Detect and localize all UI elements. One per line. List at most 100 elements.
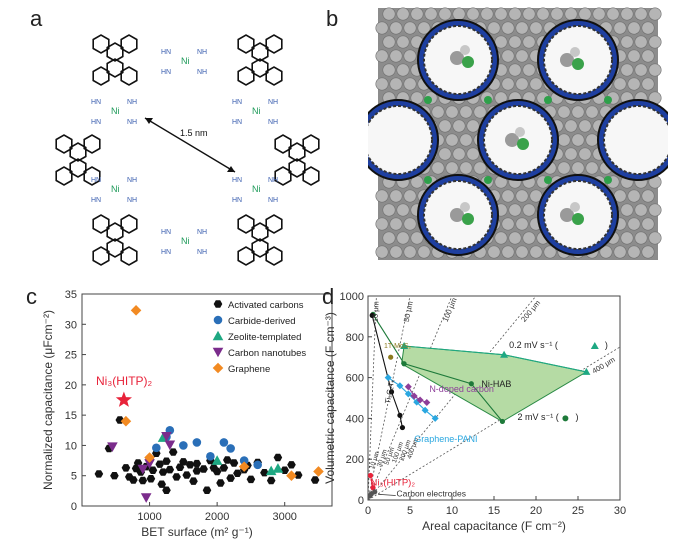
atom bbox=[543, 245, 557, 259]
data-point-hexagon bbox=[138, 476, 148, 485]
x-axis-label: Areal capacitance (F cm⁻²) bbox=[422, 519, 566, 533]
guest-molecule bbox=[560, 208, 574, 222]
atom bbox=[627, 49, 641, 63]
atom bbox=[459, 105, 473, 119]
atom bbox=[620, 203, 634, 217]
atom bbox=[627, 21, 641, 35]
data-point-hexagon bbox=[165, 465, 175, 474]
benzene-ring bbox=[69, 158, 87, 178]
data-point-hexagon bbox=[182, 471, 191, 479]
data-point-hexagon bbox=[293, 471, 303, 479]
atom bbox=[529, 21, 543, 35]
atom bbox=[459, 161, 473, 175]
data-point-hexagon bbox=[168, 448, 178, 456]
data-point-hexagon bbox=[121, 464, 131, 472]
panel-letter-c: c bbox=[26, 284, 37, 309]
data-point-diamond bbox=[423, 398, 431, 406]
ni-atom bbox=[604, 176, 612, 184]
atom bbox=[403, 21, 417, 35]
nh-label: HN bbox=[232, 177, 242, 184]
atom bbox=[452, 147, 466, 161]
atom bbox=[648, 7, 662, 21]
data-point-triangle-down bbox=[161, 432, 172, 442]
data-point-circle bbox=[219, 438, 229, 447]
atom bbox=[557, 105, 571, 119]
legend-label: Carbon nanotubes bbox=[228, 348, 306, 359]
tmos2-label: 1T-MoS₂ bbox=[384, 343, 412, 350]
data-point-triangle bbox=[272, 463, 284, 473]
benzene-ring bbox=[55, 166, 73, 186]
atom bbox=[501, 245, 515, 259]
atom bbox=[648, 63, 662, 77]
atom bbox=[389, 245, 403, 259]
ni-label: Ni bbox=[252, 106, 261, 116]
data-point-hexagon bbox=[226, 474, 235, 482]
atom bbox=[620, 35, 634, 49]
atom bbox=[641, 217, 655, 231]
guest-molecule bbox=[570, 47, 580, 57]
atom bbox=[522, 203, 536, 217]
ni-hitp-label: Ni₃(HITP)₂ bbox=[371, 478, 416, 489]
panel-letter-d: d bbox=[322, 284, 335, 309]
data-point-circle bbox=[397, 412, 403, 418]
nh-label: HN bbox=[232, 197, 242, 204]
nh-label: NH bbox=[127, 197, 137, 204]
atom bbox=[571, 161, 585, 175]
rate-low-marker bbox=[562, 415, 569, 422]
thickness-label: 10 μm bbox=[371, 301, 381, 322]
atom bbox=[473, 161, 487, 175]
nh-label: NH bbox=[197, 229, 207, 236]
guest-molecule bbox=[517, 138, 529, 150]
benzene-ring bbox=[120, 246, 138, 266]
atom bbox=[403, 189, 417, 203]
capacitance-vs-bet-scatter: 0 5 10 15 20 25 30 35 1000 2000 3000 BET surface (m… bbox=[41, 289, 333, 539]
data-point-hexagon bbox=[287, 461, 296, 469]
ni-hitp-structure-diagram: Ni HN NH HN NH Ni HN NH HN NH Ni HN NH HN NH Ni HN NH HN NH… bbox=[55, 34, 320, 266]
mxene-label: Ti₃C₂Tₓ bbox=[383, 378, 396, 404]
atom bbox=[389, 77, 403, 91]
triphenylene-unit bbox=[92, 214, 138, 266]
data-point-diamond bbox=[431, 414, 439, 422]
y-tick-label: 5 bbox=[71, 471, 77, 483]
nh-label: NH bbox=[268, 119, 278, 126]
nh-label: NH bbox=[268, 197, 278, 204]
y-tick-label: 800 bbox=[346, 332, 364, 344]
atom bbox=[494, 231, 508, 245]
guest-molecule bbox=[460, 45, 470, 55]
data-point-hexagon bbox=[213, 300, 223, 308]
benzene-ring bbox=[120, 214, 138, 234]
data-point-circle bbox=[401, 361, 407, 367]
data-point-hexagon bbox=[129, 476, 138, 484]
nh-label: HN bbox=[161, 249, 171, 256]
guest-molecule bbox=[570, 202, 580, 212]
guest-molecule bbox=[572, 58, 584, 70]
atom bbox=[634, 7, 648, 21]
ni-hab-label: Ni-HAB bbox=[481, 379, 511, 389]
atom bbox=[501, 217, 515, 231]
atom bbox=[438, 147, 452, 161]
atom bbox=[641, 245, 655, 259]
data-point-diamond bbox=[212, 362, 224, 374]
atom bbox=[508, 231, 522, 245]
ni-atom bbox=[604, 96, 612, 104]
panel-letter-b: b bbox=[326, 6, 339, 31]
atom bbox=[585, 133, 599, 147]
pore-channel bbox=[363, 105, 433, 175]
atom bbox=[389, 49, 403, 63]
pani-label: Graphene-PANI bbox=[414, 434, 477, 444]
atom bbox=[466, 119, 480, 133]
atom bbox=[473, 105, 487, 119]
data-point-hexagon bbox=[146, 475, 156, 483]
atom bbox=[550, 7, 564, 21]
benzene-ring bbox=[237, 66, 255, 86]
atom bbox=[522, 35, 536, 49]
atom bbox=[515, 245, 529, 259]
nh-label: NH bbox=[197, 69, 207, 76]
legend: Activated carbons Carbide-derived Zeolite-… bbox=[212, 300, 306, 375]
y-tick-label: 20 bbox=[65, 380, 77, 392]
data-point-diamond bbox=[404, 390, 412, 398]
data-point-triangle-down bbox=[212, 347, 224, 358]
benzene-ring bbox=[92, 214, 110, 234]
atom bbox=[382, 7, 396, 21]
panel-b-space-filling-model: b bbox=[326, 0, 678, 270]
